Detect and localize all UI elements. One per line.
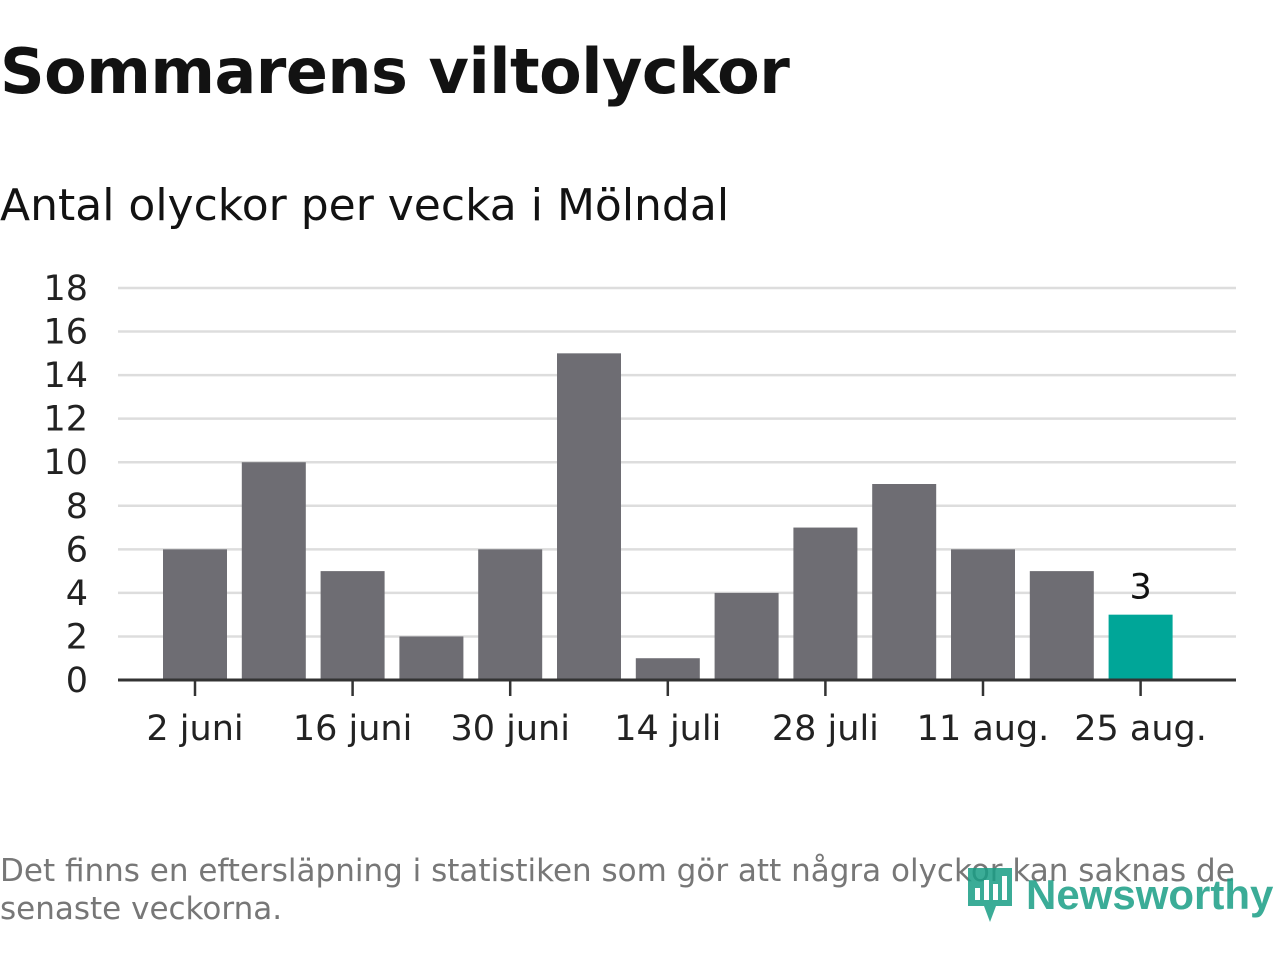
y-tick-label: 4: [66, 574, 88, 614]
y-tick-label: 16: [43, 313, 88, 353]
x-axis-ticks: 2 juni 16 juni 30 juni 14 juli 28 juli 11 aug…: [146, 680, 1207, 749]
x-tick-label: 14 juli: [614, 709, 721, 749]
chart-title: Sommarens viltolyckor: [0, 35, 790, 108]
y-tick-label: 14: [43, 356, 88, 396]
y-tick-label: 0: [66, 661, 88, 701]
y-tick-label: 8: [66, 487, 88, 527]
bar: [714, 592, 779, 680]
y-tick-label: 10: [43, 443, 88, 483]
chart-subtitle: Antal olyckor per vecka i Mölndal: [0, 180, 730, 231]
y-tick-label: 12: [43, 400, 88, 440]
y-tick-label: 18: [43, 269, 88, 309]
bar: [320, 571, 385, 680]
bar: [241, 462, 306, 680]
x-tick-label: 25 aug.: [1074, 709, 1207, 749]
bar: [1029, 571, 1094, 680]
newsworthy-brand: Newsworthy: [964, 862, 1273, 928]
x-tick-label: 16 juni: [293, 709, 412, 749]
data-labels: 3: [1129, 568, 1151, 608]
bar: [478, 549, 543, 680]
bars: [163, 353, 1173, 680]
x-tick-label: 28 juli: [772, 709, 879, 749]
bar: [872, 484, 937, 680]
bar: [635, 658, 700, 680]
bar: [163, 549, 227, 680]
y-tick-label: 6: [66, 530, 88, 570]
bar: [951, 549, 1015, 680]
x-tick-label: 30 juni: [450, 709, 569, 749]
brand-name: Newsworthy: [1026, 871, 1274, 918]
newsworthy-logo-icon: [968, 868, 1012, 922]
data-label: 3: [1129, 568, 1151, 608]
x-tick-label: 11 aug.: [917, 709, 1050, 749]
y-tick-label: 2: [66, 617, 88, 657]
bar: [399, 636, 464, 680]
bar: [793, 527, 858, 680]
bar: [557, 353, 621, 680]
bar-highlighted: [1108, 614, 1173, 680]
footnote: Det finns en eftersläpning i statistiken…: [0, 853, 1235, 927]
x-tick-label: 2 juni: [146, 709, 243, 749]
